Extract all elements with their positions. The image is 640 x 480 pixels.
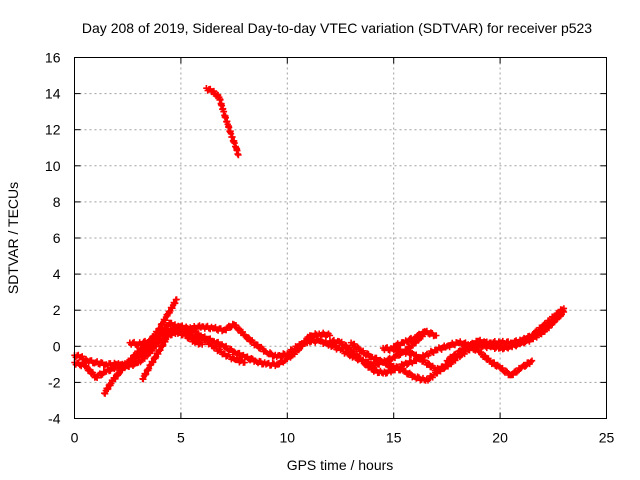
series-arc-6 xyxy=(203,85,242,159)
data-points xyxy=(71,85,568,397)
series-arc-11 xyxy=(443,305,568,365)
data-point-markers xyxy=(390,327,440,351)
y-tick-label: 4 xyxy=(53,266,61,282)
y-tick-label: 2 xyxy=(53,302,61,318)
x-axis-label: GPS time / hours xyxy=(287,457,394,473)
y-tick-label: 6 xyxy=(53,230,61,246)
plot-frame xyxy=(74,57,607,419)
chart-title: Day 208 of 2019, Sidereal Day-to-day VTE… xyxy=(82,20,592,36)
data-point-markers xyxy=(126,322,248,366)
data-point-markers xyxy=(443,305,568,365)
y-tick-label: 8 xyxy=(53,194,61,210)
y-tick-label: -2 xyxy=(48,374,61,390)
y-tick-label: 12 xyxy=(45,122,61,138)
x-tick-label: 10 xyxy=(280,430,296,446)
y-axis-label: SDTVAR / TECUs xyxy=(5,182,21,294)
series-arc-10 xyxy=(390,327,440,351)
y-tick-label: 16 xyxy=(45,50,61,66)
y-tick-label: -4 xyxy=(48,411,61,427)
tick-labels: 0 5 10 15 20 25 -4 -2 0 2 4 6 8 10 12 14 16 xyxy=(45,50,615,446)
grid xyxy=(74,57,607,419)
series-arc-5 xyxy=(126,322,248,366)
x-tick-label: 25 xyxy=(599,430,615,446)
x-tick-label: 15 xyxy=(386,430,402,446)
y-tick-label: 10 xyxy=(45,158,61,174)
y-tick-label: 0 xyxy=(53,338,61,354)
y-tick-label: 14 xyxy=(45,86,61,102)
x-tick-label: 5 xyxy=(177,430,185,446)
x-tick-label: 20 xyxy=(492,430,508,446)
data-point-markers xyxy=(203,85,242,159)
x-tick-label: 0 xyxy=(71,430,79,446)
